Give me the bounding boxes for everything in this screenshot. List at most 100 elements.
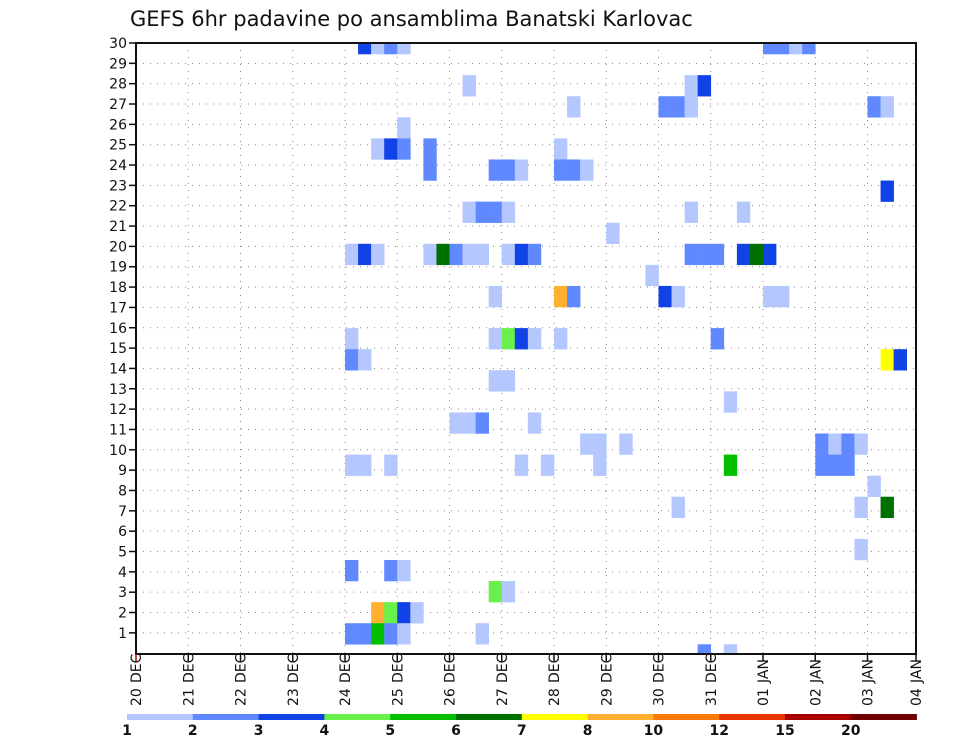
heatmap-cell <box>554 159 568 181</box>
legend-swatch <box>456 714 523 720</box>
heatmap-cell <box>658 285 672 308</box>
legend-swatch <box>521 714 588 720</box>
x-tick-label: 31 DEC <box>704 653 720 706</box>
heatmap-cell <box>763 43 777 55</box>
y-tick-label: 15 <box>109 341 127 357</box>
heatmap-cell <box>462 75 476 97</box>
heatmap-cell <box>684 243 698 266</box>
heatmap-cell <box>841 454 855 476</box>
y-tick-label: 10 <box>109 443 127 459</box>
heatmap-cell <box>841 433 855 455</box>
y-tick-label: 11 <box>109 422 127 438</box>
heatmap-cell <box>371 43 385 55</box>
y-tick-label: 4 <box>118 565 127 581</box>
y-tick-label: 13 <box>109 382 127 398</box>
x-tick-label: 02 JAN <box>808 659 824 706</box>
heatmap-cell <box>358 43 372 55</box>
x-tick-month: DEC <box>234 653 250 683</box>
heatmap-cell <box>514 454 529 476</box>
legend-label: 20 <box>841 723 861 739</box>
heatmap-cell <box>501 328 516 350</box>
heatmap-cell <box>514 243 529 266</box>
heatmap-cell <box>658 96 672 118</box>
heatmap-cell <box>501 201 516 223</box>
y-tick-label: 24 <box>109 158 127 174</box>
x-tick-day: 23 <box>286 688 302 706</box>
x-tick-label: 29 DEC <box>599 653 615 706</box>
heatmap-cell <box>501 581 516 603</box>
heatmap-cell <box>606 222 620 244</box>
y-tick-label: 9 <box>118 463 127 479</box>
heatmap-cell <box>540 454 555 476</box>
heatmap-cell <box>854 538 868 561</box>
heatmap-cell <box>423 243 437 266</box>
x-tick-month: DEC <box>390 653 406 683</box>
heatmap-cell <box>736 243 751 266</box>
legend-label: 4 <box>320 723 330 739</box>
heatmap-cell <box>358 623 372 645</box>
y-tick-label: 17 <box>109 300 127 316</box>
heatmap-cell <box>723 454 738 476</box>
x-tick-day: 30 <box>652 688 668 706</box>
heatmap-cell <box>593 433 607 455</box>
heatmap-cell <box>527 412 542 434</box>
heatmap-cell <box>645 264 659 287</box>
heatmap-cell <box>867 96 881 118</box>
heatmap-cell <box>345 328 359 350</box>
heatmap-cell <box>828 433 842 455</box>
x-tick-month: DEC <box>547 653 563 683</box>
heatmap-cell <box>723 391 738 413</box>
heatmap-cell <box>410 602 424 624</box>
heatmap-cell <box>815 454 829 476</box>
heatmap-cell <box>514 328 529 350</box>
legend-swatch <box>192 714 259 720</box>
heatmap-cell <box>802 43 816 55</box>
legend-label: 10 <box>644 723 664 739</box>
x-tick-month: DEC <box>286 653 302 683</box>
legend-swatch <box>324 714 391 720</box>
x-tick-label: 23 DEC <box>286 653 302 706</box>
y-tick-label: 21 <box>109 219 127 235</box>
y-tick-label: 18 <box>109 280 127 296</box>
x-axis: 20 DEC 21 DEC 22 DEC 23 DEC 24 DEC 25 DEC 26 DEC 27 DEC… <box>129 653 925 706</box>
heatmap-cell <box>671 496 685 519</box>
x-tick-day: 04 <box>909 688 925 706</box>
x-tick-month: JAN <box>861 659 877 684</box>
heatmap-cell <box>384 454 398 476</box>
x-tick-label: 27 DEC <box>495 653 511 706</box>
heatmap-cell <box>880 180 894 202</box>
x-tick-month: DEC <box>599 653 615 683</box>
heatmap-cell <box>880 496 894 519</box>
x-tick-day: 24 <box>338 688 354 706</box>
heatmap-cell <box>397 117 411 139</box>
heatmap-cell <box>462 243 476 266</box>
heatmap-cell <box>776 285 790 308</box>
heatmap-cell <box>371 138 385 160</box>
heatmap-cell <box>397 43 411 55</box>
heatmap-cell <box>358 349 372 371</box>
heatmap-cell <box>684 201 698 223</box>
heatmap-cell <box>527 243 542 266</box>
x-tick-month: JAN <box>756 659 772 684</box>
heatmap-cell <box>619 433 633 455</box>
heatmap-cell <box>763 285 777 308</box>
heatmap-cell <box>893 349 907 371</box>
heatmap-cell <box>697 75 712 97</box>
legend-label: 12 <box>709 723 728 739</box>
y-tick-label: 23 <box>109 178 127 194</box>
heatmap-cell <box>384 138 398 160</box>
heatmap-cell <box>488 370 503 392</box>
heatmap-cell <box>684 75 698 97</box>
y-axis: 1234567891011121314151617181920212223242… <box>109 36 136 642</box>
heatmap-cell <box>358 454 372 476</box>
legend-label: 3 <box>254 723 264 739</box>
heatmap-cell <box>488 328 503 350</box>
heatmap-cell <box>580 433 594 455</box>
y-tick-label: 6 <box>118 524 127 540</box>
y-tick-label: 16 <box>109 321 127 337</box>
heatmap-cells <box>345 43 907 654</box>
heatmap-cell <box>488 581 503 603</box>
legend-label: 8 <box>583 723 593 739</box>
y-tick-label: 8 <box>118 483 127 499</box>
heatmap-cell <box>371 623 385 645</box>
